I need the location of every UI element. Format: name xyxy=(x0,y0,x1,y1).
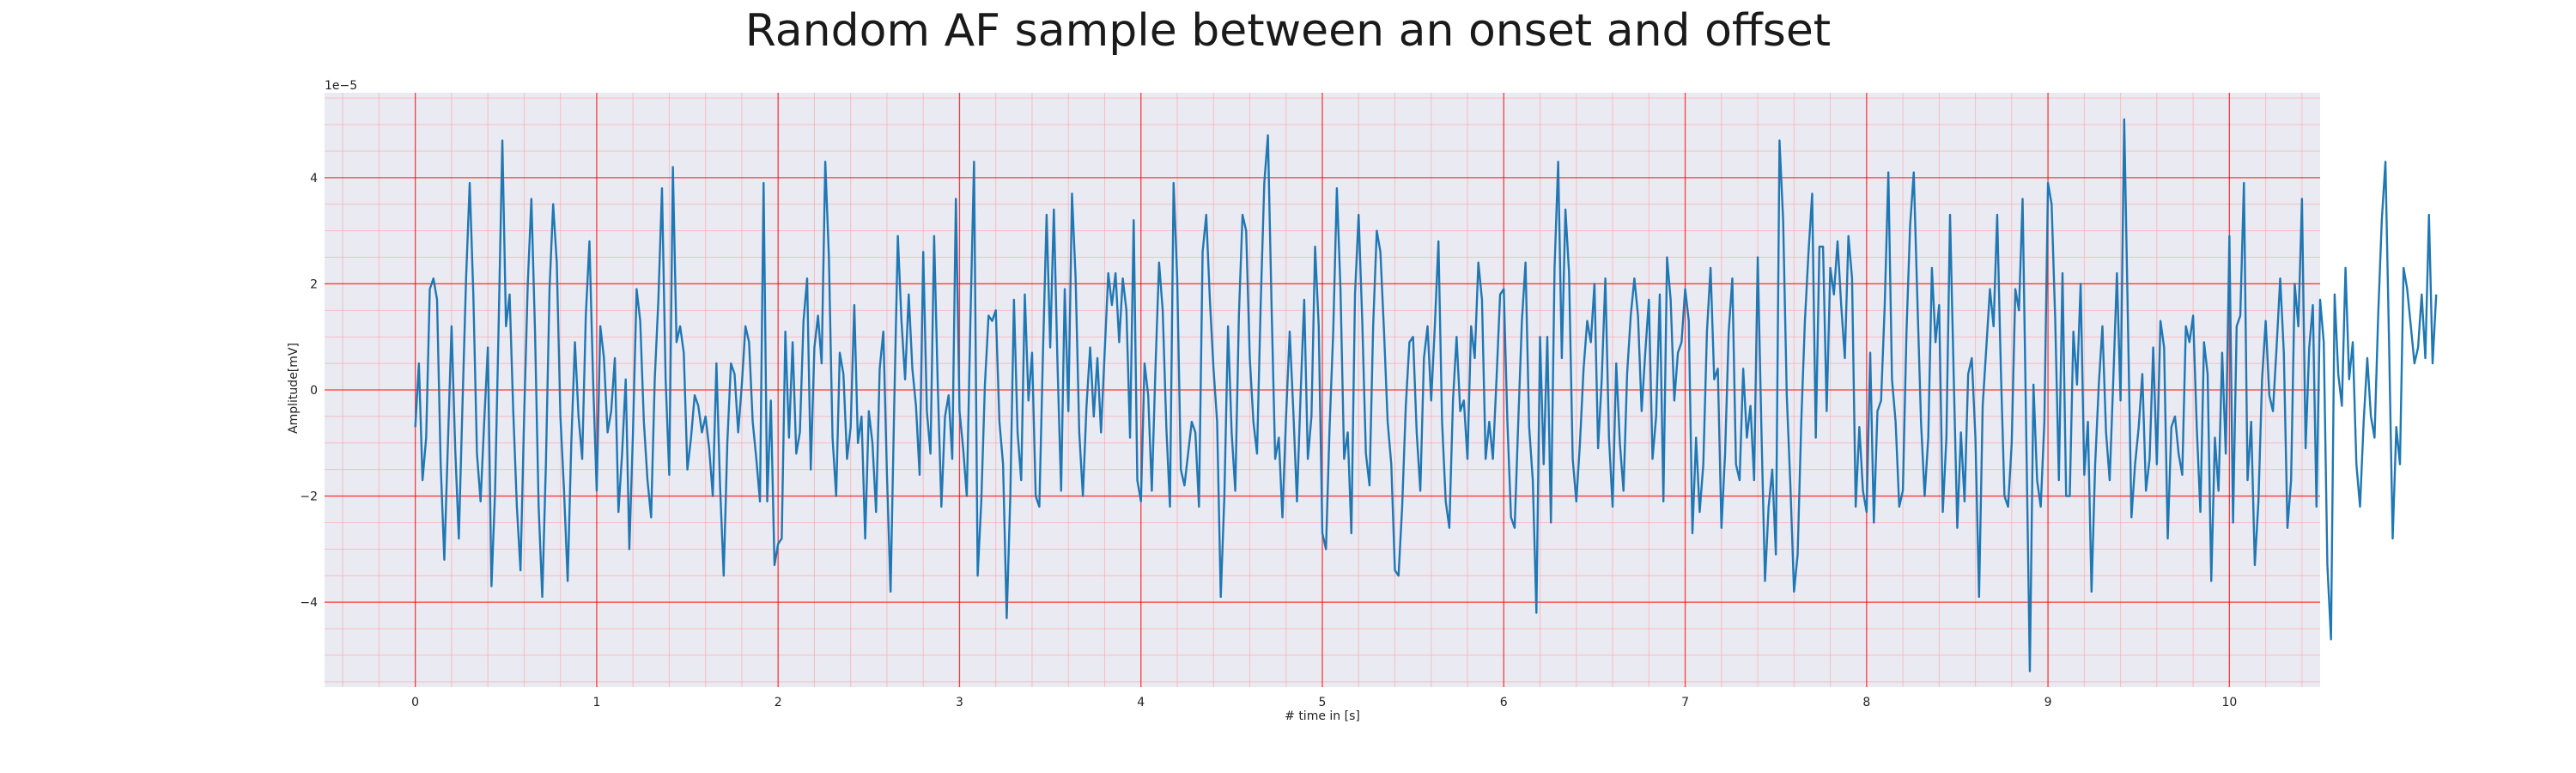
x-tick-label: 0 xyxy=(411,696,419,709)
x-tick-label: 9 xyxy=(2044,696,2052,709)
x-axis-label: # time in [s] xyxy=(1285,709,1360,723)
y-axis-label: Amplitude[mV] xyxy=(287,343,301,434)
series-group xyxy=(414,118,2438,673)
x-tick-label: 3 xyxy=(956,696,963,709)
x-tick-label: 6 xyxy=(1500,696,1508,709)
x-tick-label: 2 xyxy=(775,696,782,709)
series-line-0 xyxy=(414,118,2438,673)
x-tick-label: 1 xyxy=(592,696,600,709)
x-tick-label: 4 xyxy=(1137,696,1145,709)
y-tick-label: 0 xyxy=(310,384,318,398)
y-tick-label: −2 xyxy=(300,490,318,504)
chart-title: Random AF sample between an onset and of… xyxy=(744,5,1832,57)
x-tick-label: 5 xyxy=(1319,696,1327,709)
y-tick-label: 4 xyxy=(310,172,318,186)
major-grid xyxy=(325,93,2320,687)
x-tick-labels: 0 1 2 3 4 5 6 7 8 9 10 xyxy=(411,696,2237,709)
y-axis-scale-label: 1e−5 xyxy=(325,79,357,93)
x-tick-label: 10 xyxy=(2221,696,2237,709)
y-tick-labels: −4 −2 0 2 4 xyxy=(300,172,318,610)
x-tick-label: 8 xyxy=(1862,696,1870,709)
y-tick-label: 2 xyxy=(310,277,318,291)
y-tick-label: −4 xyxy=(300,596,318,610)
x-tick-label: 7 xyxy=(1681,696,1689,709)
